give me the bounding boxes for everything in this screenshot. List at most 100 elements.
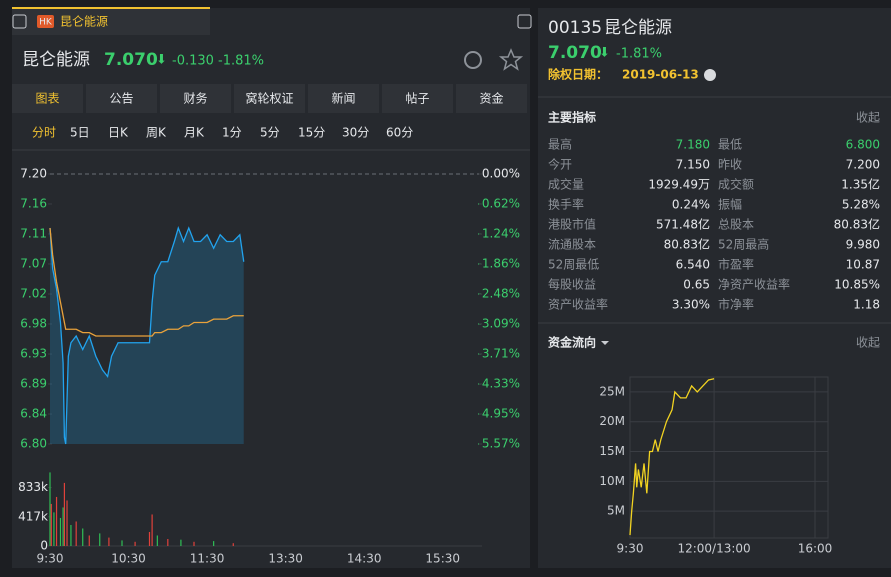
volume-bar [70,524,72,546]
section-title[interactable]: 资金流向 [548,335,596,350]
menu-button[interactable] [234,84,305,113]
indicator-label: 今开 [548,157,572,172]
indicator-value: 7.180 [676,138,710,152]
volume-bar [55,496,58,546]
indicator-label: 每股收益 [548,277,596,292]
indicator-value: 6.800 [846,138,880,152]
menu-label[interactable]: 帖子 [405,91,429,106]
change-pct: -1.81% [218,54,264,69]
menu-button[interactable] [86,84,157,113]
menu-label[interactable]: 新闻 [331,91,355,106]
line [49,227,244,337]
menu-button[interactable] [456,84,527,113]
y2-tick-label: -1.86% [478,257,520,271]
panel-toggle[interactable] [517,14,532,29]
period-button[interactable]: 1分 [222,126,242,140]
period-button[interactable]: 5日 [70,126,90,140]
y2-tick-label: 0.00% [482,167,520,181]
menu-button[interactable] [308,84,379,113]
period-button[interactable]: 5分 [260,126,280,140]
down-arrow: ⬇ [156,53,167,68]
y-tick-label: 6.80 [20,437,47,451]
volume-bar [121,540,123,546]
y-tick-label: 417k [18,509,48,523]
indicator-label: 港股市值 [548,217,596,232]
y-tick-label: 7.07 [20,256,47,270]
volume-bar [53,512,55,546]
indicator-value: 10.85% [834,278,880,292]
menu-label[interactable]: 图表 [35,92,59,106]
indicator-label: 最高 [548,137,572,152]
x-tick-label: 11:30 [190,552,225,566]
menu-label[interactable]: 财务 [183,91,207,106]
y2-tick-label: -4.95% [478,406,520,420]
indicator-value: 5.28% [842,198,880,212]
side-name: 昆仑能源 [604,18,672,38]
favorite-button[interactable] [498,48,524,71]
volume-bar [82,528,84,546]
line [49,225,245,445]
x-tick-label: 10:30 [111,552,146,566]
refresh-button[interactable] [464,51,482,69]
volume-bar [49,472,51,546]
menu-label[interactable]: 资金 [479,91,503,106]
y-tick-label: 7.20 [20,167,47,181]
period-button[interactable]: 日K [108,126,129,140]
y-tick-label: 7.16 [20,196,47,210]
info-icon[interactable] [704,69,716,81]
ex-date-label: 除权日期： [548,67,608,82]
volume-bar [88,535,90,546]
indicator-value: 3.30% [672,298,710,312]
volume-bar [63,482,65,546]
y2-tick-label: -5.57% [478,437,520,451]
menu-button[interactable] [12,84,83,113]
period-button[interactable]: 30分 [342,126,369,140]
y-tick-label: 7.02 [20,287,47,301]
collapse-button[interactable]: 收起 [856,336,880,350]
volume-bar [62,507,64,546]
volume-bar [50,503,52,546]
indicator-label: 市净率 [718,297,754,312]
volume-bar [180,539,182,546]
period-button[interactable]: 分时 [32,126,56,140]
volume-bar [148,531,151,546]
side-arrow: ⬇ [599,46,610,61]
indicator-value: 6.540 [676,258,710,272]
ex-date: 2019-06-13 [622,68,699,82]
menu-label[interactable]: 公告 [109,92,133,106]
indicator-label: 52周最低 [548,258,599,272]
stock-name: 昆仑能源 [22,50,90,70]
y2-tick-label: -3.09% [478,316,520,330]
indicator-value: 1.35亿 [841,177,880,192]
y-tick-label: 20M [599,414,625,428]
menu-button[interactable] [160,84,231,113]
indicator-label: 最低 [718,138,742,152]
x-tick-label: 14:30 [347,552,382,566]
indicator-value: 0.24% [672,198,710,212]
period-button[interactable]: 周K [146,126,167,140]
indicator-value: 0.65 [683,278,710,292]
x-tick-label: 9:30 [617,542,644,556]
volume-bar [193,541,195,546]
price: 7.070 [104,50,158,70]
y-tick-label: 7.11 [20,227,47,241]
period-button[interactable]: 60分 [386,126,413,140]
change: -0.130 [172,54,214,69]
menu-button[interactable] [382,84,453,113]
y-tick-label: 6.84 [20,407,47,421]
x-tick-label: 9:30 [37,552,64,566]
sidebar-toggle[interactable] [12,14,27,29]
period-button[interactable]: 15分 [298,126,325,140]
x-tick-label: 16:00 [798,542,833,556]
menu-label[interactable]: 窝轮权证 [245,91,293,106]
indicator-value: 1929.49万 [648,178,710,192]
badge-text: HK [39,18,53,28]
indicator-value: 10.87 [846,258,880,272]
y-tick-label: 5M [607,504,625,518]
collapse-button[interactable]: 收起 [856,111,880,125]
period-button[interactable]: 月K [184,126,205,140]
tab-label[interactable]: 昆仑能源 [60,15,108,29]
y-tick-label: 15M [599,444,625,458]
